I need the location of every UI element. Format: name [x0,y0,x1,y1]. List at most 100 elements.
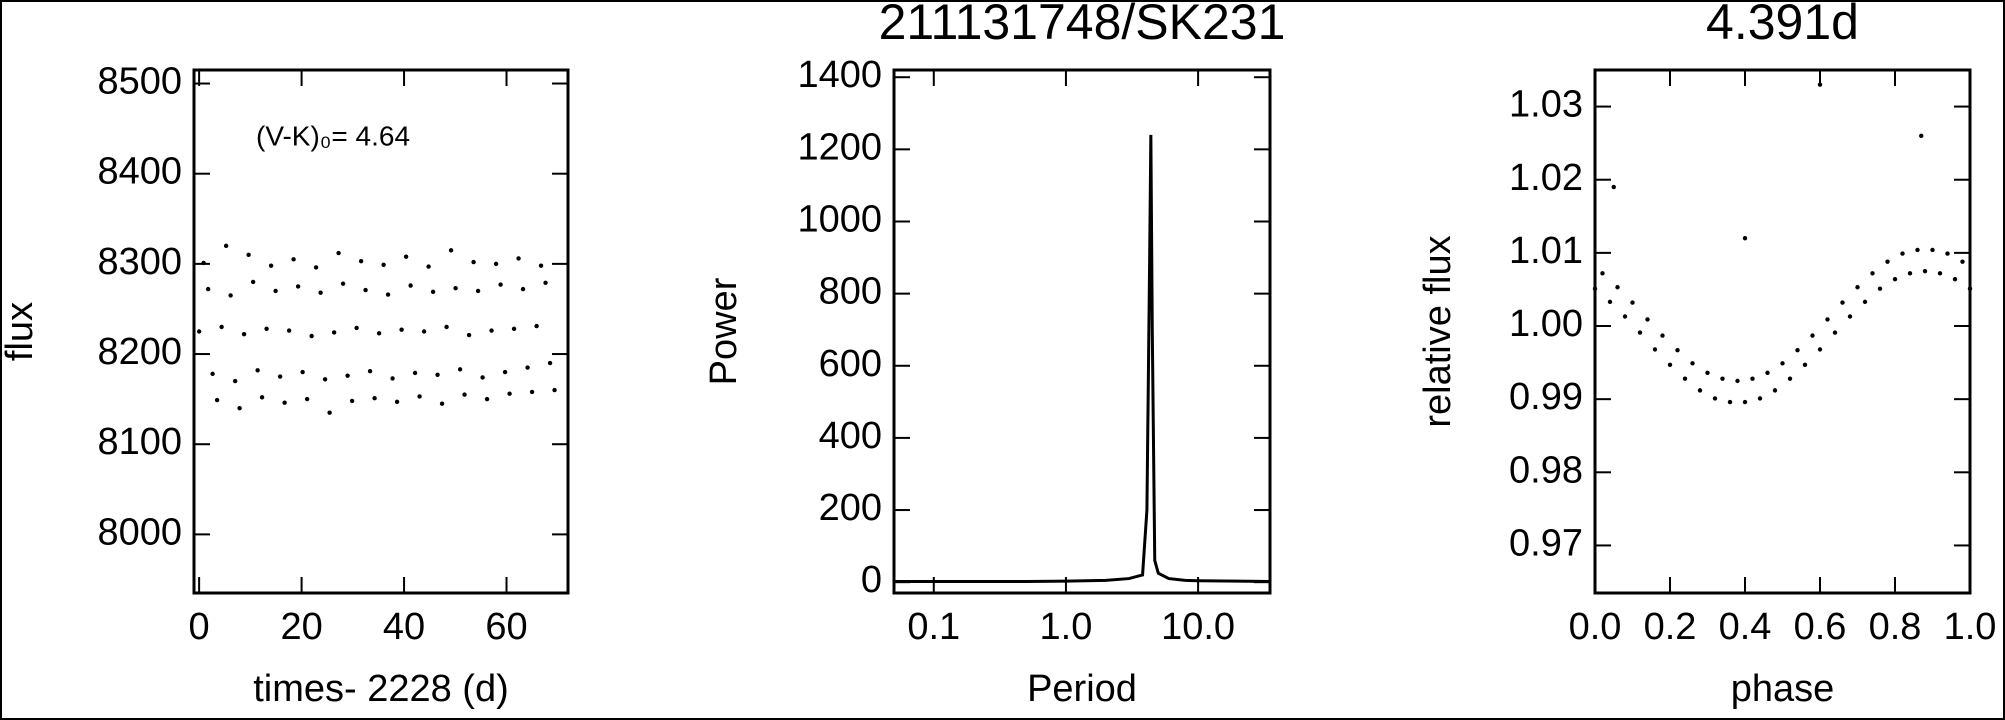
data-point [1772,388,1778,393]
data-point [1795,347,1800,353]
data-point [538,263,544,268]
data-point [1607,299,1613,305]
data-point [1870,271,1875,276]
data-point [1757,396,1763,401]
data-point [1817,82,1823,87]
data-point [480,375,485,380]
data-point [1720,376,1725,381]
y-tick-label: 0.98 [1509,449,1583,491]
data-point [1967,286,1973,291]
data-point [525,365,530,370]
data-point [394,399,400,405]
data-point [435,372,440,377]
data-point [214,397,220,403]
data-point [457,367,463,372]
data-point [313,265,319,270]
data-point [511,326,517,331]
y-axis-label: relative flux [1417,235,1459,427]
data-point [309,333,314,339]
data-point [408,283,413,288]
data-point [1765,370,1770,376]
data-point [462,392,467,397]
annotation: (V-K)₀= 4.64 [256,120,410,151]
data-point [1637,330,1643,335]
data-point [453,286,458,291]
data-point [1817,347,1823,352]
x-tick-label: 0.1 [907,606,960,648]
y-tick-label: 200 [819,487,882,529]
data-point [1840,300,1845,305]
periodogram-line [894,134,1271,583]
data-point [372,396,377,401]
data-point [1600,271,1605,276]
data-point [201,260,206,266]
y-tick-label: 8300 [97,241,182,283]
data-point [529,389,535,395]
data-point [1900,251,1905,256]
data-point [1862,299,1868,305]
data-point [502,369,508,375]
data-point [1611,184,1616,190]
data-point [291,257,296,262]
data-point [1937,271,1943,276]
y-tick-label: 0 [861,559,882,601]
x-tick-label: 0 [189,606,210,648]
data-point [1780,361,1785,366]
data-point [331,330,337,335]
x-axis-label: phase [1731,668,1835,710]
data-point [547,360,553,366]
data-point [412,370,418,376]
data-point [385,292,391,297]
data-point [246,252,251,258]
data-point [376,331,382,336]
data-point [1832,330,1838,335]
data-point [300,369,305,375]
data-point [237,405,242,411]
data-point [1667,362,1673,367]
data-point [1877,286,1883,291]
data-point [381,262,386,267]
data-point [1660,333,1665,338]
data-point [552,387,557,393]
data-point [507,391,512,396]
y-tick-label: 8500 [97,61,182,103]
x-tick-label: 0.0 [1569,606,1622,648]
data-point [1630,300,1635,305]
data-point [345,373,350,378]
data-point [1645,317,1650,322]
data-point [219,324,224,330]
data-point [1622,314,1628,319]
chart-title: 211131748/SK231 [879,0,1286,50]
data-point [363,287,368,293]
data-point [1675,347,1680,353]
y-tick-label: 1200 [797,126,882,168]
data-point [466,332,472,338]
data-point [1810,333,1815,338]
y-tick-label: 1.00 [1509,303,1583,345]
data-point [430,289,436,295]
y-tick-label: 1.01 [1509,230,1583,272]
data-point [471,259,476,265]
data-point [228,293,233,298]
data-point [295,284,301,289]
data-point [273,288,278,294]
y-tick-label: 8200 [97,331,182,373]
data-point [417,394,422,399]
data-point [439,401,445,406]
data-point [516,256,521,261]
plot-frame [1593,68,1972,595]
x-tick-label: 0.4 [1719,606,1772,648]
data-point [349,398,355,404]
data-point [268,263,274,268]
data-point [367,368,373,374]
data-point [399,327,404,332]
data-point [255,368,260,373]
data-point [1802,362,1808,367]
data-point [1727,399,1733,405]
data-point [241,332,247,337]
data-point [498,282,503,287]
data-point [259,395,265,400]
data-point [250,279,256,285]
y-axis-label: flux [0,302,41,361]
